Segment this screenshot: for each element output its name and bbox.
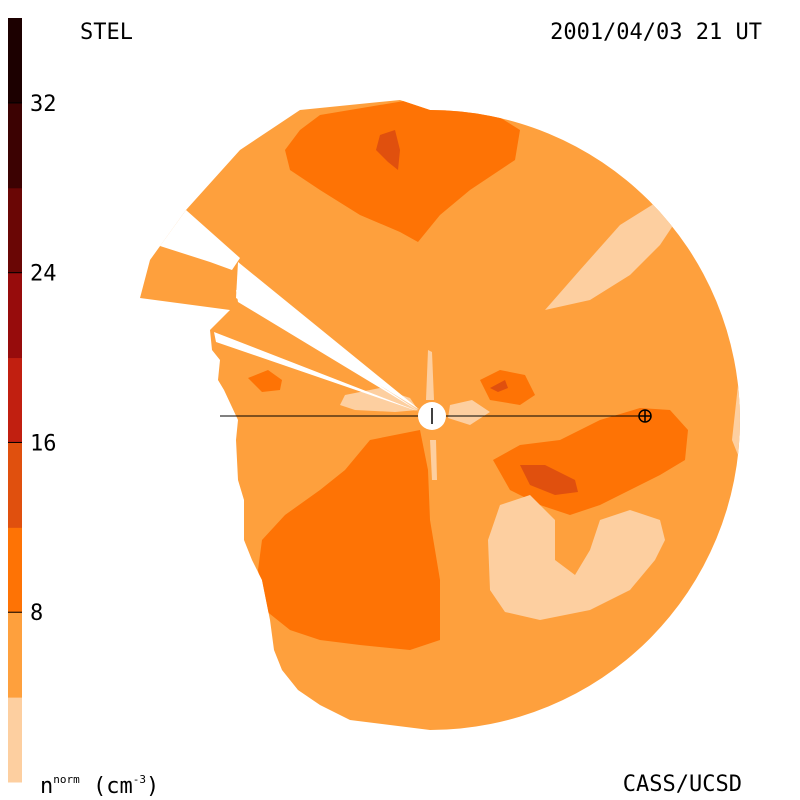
unit-close: )	[146, 774, 160, 799]
region-near-sun-west-low	[340, 388, 418, 412]
colorbar-tick-label: 24	[30, 262, 57, 287]
data-gap-wedge-1	[160, 210, 240, 270]
unit-label: nnorm (cm-3)	[40, 774, 159, 798]
source-label: STEL	[80, 20, 133, 45]
colorbar-segment	[8, 527, 22, 613]
colorbar-segment	[8, 187, 22, 274]
unit-superscript: norm	[53, 773, 80, 786]
region-northeast-low	[545, 200, 680, 310]
data-gap-wedge-4	[236, 290, 420, 412]
region-near-sun-north-low	[426, 350, 434, 400]
colorbar	[8, 18, 22, 783]
region-near-sun-east-core	[490, 380, 508, 392]
colorbar-segment	[8, 442, 22, 528]
data-gap-wedge-2	[236, 262, 420, 410]
region-near-sun-east-low	[448, 400, 490, 425]
region-north	[285, 100, 520, 242]
unit-paren: (cm	[93, 774, 133, 799]
region-east-core	[520, 465, 578, 495]
credit-label: CASS/UCSD	[622, 772, 742, 797]
region-north-core	[376, 130, 400, 170]
colorbar-tick-label: 32	[30, 92, 57, 117]
colorbar-ticks: 8 16 24 32	[8, 92, 57, 626]
colorbar-segment	[8, 612, 22, 698]
region-east-edge-low	[732, 375, 740, 465]
colorbar-tick-label: 8	[30, 601, 43, 626]
colorbar-segment	[8, 102, 22, 189]
earth-icon	[638, 409, 652, 423]
colorbar-segment	[8, 272, 22, 359]
colorbar-tick-label: 16	[30, 431, 57, 456]
region-southeast-low	[488, 495, 665, 620]
unit-exponent: -3	[132, 773, 146, 786]
region-west-blob	[248, 370, 282, 392]
timestamp: 2001/04/03 21 UT	[550, 20, 762, 45]
colorbar-segment	[8, 697, 22, 783]
unit-symbol: n	[40, 774, 54, 799]
colorbar-segment	[8, 18, 22, 104]
data-gap-wedge-3	[214, 332, 420, 412]
colorbar-segment	[8, 357, 22, 443]
region-south-streak-low	[430, 440, 437, 480]
region-southwest	[258, 430, 440, 650]
